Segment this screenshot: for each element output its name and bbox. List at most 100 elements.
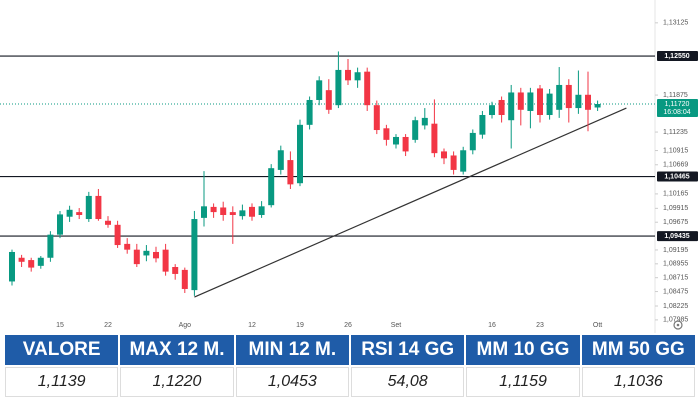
level-label: 1,12550 [664,53,689,60]
level-label: 1,10465 [664,173,689,180]
table-header: MAX 12 M. [120,335,234,365]
x-tick-label: 15 [56,322,64,329]
gear-center[interactable] [676,323,680,327]
candle-body [249,206,255,217]
table-header: MM 50 GG [581,335,695,365]
candle-body [76,212,83,215]
stats-table: VALORE MAX 12 M. MIN 12 M. RSI 14 GG MM 10 G… [5,335,695,397]
candle-body [316,80,323,100]
level-label: 1,09435 [664,233,689,240]
candle-body [431,123,438,154]
candle-body [594,104,601,108]
candle-body [364,71,371,106]
candle-body [287,160,294,185]
y-tick-label: 1,09915 [663,205,688,212]
candle-body [479,115,486,135]
table-cell: 1,1220 [120,367,234,397]
candle-body [57,214,63,235]
current-price-label: 1,11720 [665,101,690,108]
candle-body [37,257,44,266]
gear[interactable] [673,320,683,330]
candle-body [460,150,467,172]
y-tick-label: 1,10669 [663,162,688,169]
candle-body [18,257,25,262]
x-tick-label: 23 [536,322,544,329]
y-tick-label: 1,11875 [663,92,688,99]
candle-body [220,207,227,215]
table-header: RSI 14 GG [351,335,465,365]
candle-body [277,150,284,170]
candle-body [162,249,169,272]
table-cell: 1,1139 [5,367,119,397]
candle-body [85,195,92,220]
candle-body [585,94,591,110]
candle-body [258,206,265,215]
candle-body [143,250,150,256]
x-tick-label: Ott [593,322,602,329]
candle-body [469,132,476,151]
x-tick-label: 26 [344,322,352,329]
candle-body [565,84,572,109]
candle-body [268,168,275,206]
level-label-box [657,171,698,182]
candle-body [527,92,534,111]
candle-body [105,220,111,225]
y-tick-label: 1,09195 [663,247,688,254]
candle-body [114,224,121,246]
table-header: MM 10 GG [466,335,580,365]
candle-body [297,124,303,184]
candle-body [229,212,236,215]
candle-body [201,206,207,218]
candle-body [508,92,515,121]
candle-body [124,243,131,250]
candle-body [498,99,505,116]
x-tick-label: Set [391,322,402,329]
candle-body [489,105,495,116]
candle-body [402,136,409,152]
candle-body [335,69,342,106]
candle-body [345,69,351,81]
settings-icon[interactable] [673,320,683,330]
candle-body [354,72,361,81]
candle-body [210,206,217,213]
candle-body [95,195,102,220]
candle-body [441,151,447,159]
candle-body [537,88,543,116]
current-price-time: 16:08:04 [663,109,690,116]
candle-body [66,209,73,217]
candle-body [47,234,54,258]
y-tick-label: 1,09675 [663,219,688,226]
y-tick-label: 1,08715 [663,275,688,282]
y-tick-label: 1,13125 [663,20,688,27]
level-label-box [657,231,698,242]
level-label-box [657,51,698,62]
y-tick-label: 1,10165 [663,191,688,198]
candle-body [325,90,332,110]
x-tick-label: Ago [179,322,192,329]
candle-body [191,219,198,291]
trendline [194,107,627,298]
candle-body [393,136,399,145]
y-tick-label: 1,08955 [663,261,688,268]
y-tick-label: 1,08225 [663,303,688,310]
y-tick-label: 1,10915 [663,147,688,154]
x-tick-label: 22 [104,322,112,329]
table-cell: 1,1159 [466,367,580,397]
table-header: VALORE [5,335,119,365]
candle-body [172,267,179,274]
x-tick-label: 16 [488,322,496,329]
table-cell: 54,08 [351,367,465,397]
candle-body [412,120,419,140]
candle-body [450,155,457,170]
candle-body [517,92,524,110]
candle-body [421,117,428,126]
candle-body [383,128,390,140]
chart: 1,13125 1,11875 1,11235 1,10915 1,10669 1,101… [0,0,698,333]
candle-body [373,105,380,131]
candle-body [546,93,553,116]
x-tick-label: 12 [248,322,256,329]
candle-body [575,94,582,109]
candle-body [133,249,140,265]
candle-body [9,251,15,282]
